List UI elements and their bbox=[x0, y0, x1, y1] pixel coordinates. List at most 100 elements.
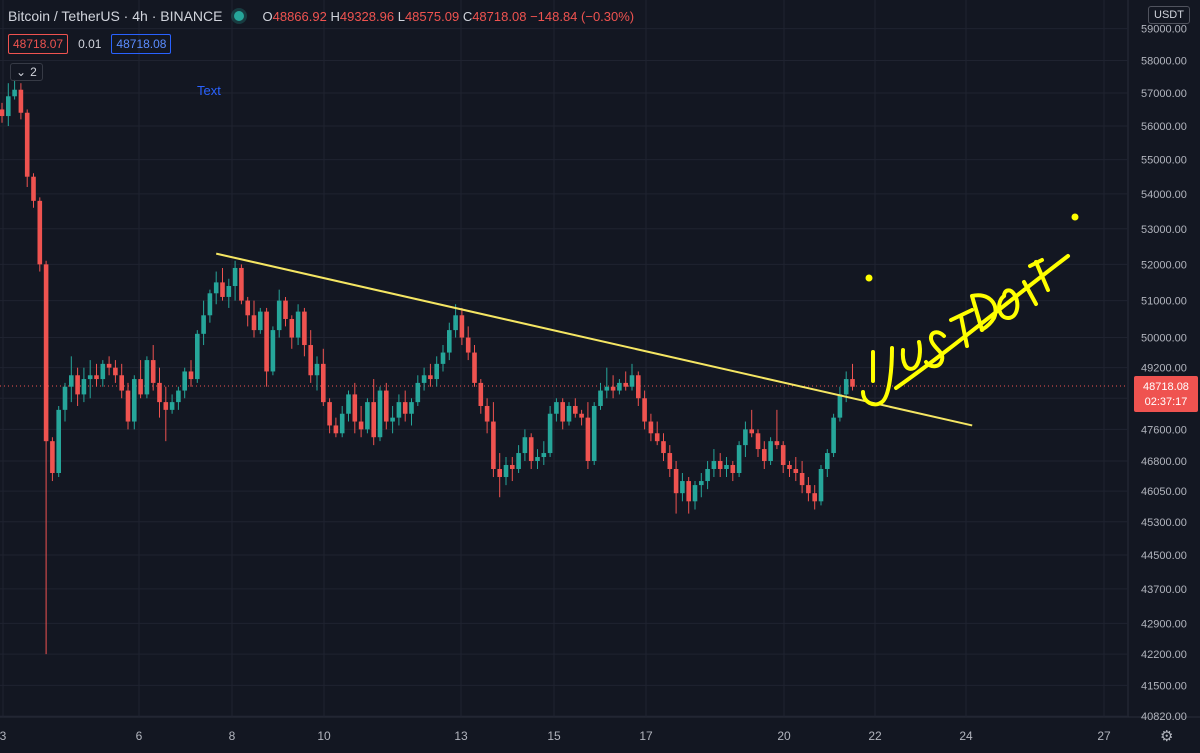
last-price-box bbox=[1134, 376, 1198, 413]
candle-body bbox=[327, 402, 332, 426]
candle-body bbox=[232, 267, 238, 287]
candle-body bbox=[365, 402, 370, 430]
candle-body bbox=[409, 402, 414, 414]
candle-body bbox=[812, 493, 817, 502]
text-annotation[interactable]: Text bbox=[197, 83, 221, 98]
gear-icon[interactable]: ⚙ bbox=[1160, 728, 1174, 745]
candle-body bbox=[346, 394, 351, 414]
candle-body bbox=[510, 464, 515, 469]
candle-body bbox=[806, 485, 811, 494]
candle-body bbox=[390, 417, 395, 422]
y-tick-label: 49200.00 bbox=[1141, 363, 1187, 375]
candle-body bbox=[560, 402, 565, 422]
candle-body bbox=[604, 386, 610, 391]
candle-body bbox=[711, 461, 717, 469]
candle-body bbox=[535, 457, 540, 461]
candle-body bbox=[516, 453, 521, 469]
y-tick-label: 46800.00 bbox=[1141, 456, 1187, 468]
candle-body bbox=[528, 437, 534, 461]
candle-body bbox=[591, 405, 597, 461]
candle-body bbox=[673, 468, 679, 494]
candle-body bbox=[573, 405, 578, 414]
y-tick-label: 40820.00 bbox=[1141, 711, 1187, 723]
candle-body bbox=[157, 382, 162, 403]
candle-body bbox=[18, 89, 24, 113]
market-status-icon bbox=[234, 11, 245, 21]
candles bbox=[0, 79, 855, 655]
y-tick-label: 42200.00 bbox=[1141, 649, 1187, 661]
x-tick-label: 20 bbox=[777, 729, 791, 743]
indicator-count: 2 bbox=[30, 65, 37, 79]
candle-body bbox=[245, 300, 250, 316]
candle-body bbox=[402, 402, 408, 414]
candle-body bbox=[636, 375, 641, 399]
candle-body bbox=[12, 89, 17, 97]
y-tick-label: 50000.00 bbox=[1141, 333, 1187, 345]
candle-body bbox=[358, 421, 364, 430]
candle-body bbox=[251, 315, 257, 331]
y-tick-label: 55000.00 bbox=[1141, 155, 1187, 167]
candle-body bbox=[239, 267, 244, 301]
sell-button[interactable]: 48718.07 bbox=[8, 34, 69, 54]
candle-body bbox=[24, 112, 30, 177]
y-tick-label: 51000.00 bbox=[1141, 296, 1187, 308]
candle-body bbox=[585, 417, 591, 461]
candle-body bbox=[371, 402, 376, 438]
buy-button[interactable]: 48718.08 bbox=[111, 34, 172, 54]
y-tick-label: 54000.00 bbox=[1141, 189, 1187, 201]
candle-body bbox=[125, 390, 131, 422]
y-tick-label: 42900.00 bbox=[1141, 618, 1187, 630]
candle-body bbox=[825, 453, 830, 469]
y-tick-label: 41500.00 bbox=[1141, 680, 1187, 692]
open-key: O bbox=[262, 8, 273, 24]
candle-body bbox=[100, 363, 106, 380]
candle-body bbox=[617, 382, 622, 391]
candle-body bbox=[648, 421, 654, 434]
x-tick-label: 22 bbox=[868, 729, 882, 743]
candle-body bbox=[459, 315, 465, 338]
handwriting-stroke bbox=[924, 330, 946, 369]
candle-body bbox=[642, 398, 647, 422]
candle-body bbox=[692, 485, 698, 502]
candle-body bbox=[207, 293, 213, 316]
candle-body bbox=[793, 468, 799, 474]
candle-body bbox=[302, 311, 307, 346]
spread-value: 0.01 bbox=[78, 37, 102, 51]
candle-body bbox=[308, 345, 313, 376]
symbol-title[interactable]: Bitcoin / TetherUS · 4h · BINANCE bbox=[8, 8, 223, 24]
candle-body bbox=[780, 445, 786, 465]
candle-body bbox=[503, 464, 509, 478]
bar-countdown-label: 02:37:17 bbox=[1145, 396, 1188, 408]
x-tick-label: 15 bbox=[547, 729, 561, 743]
candle-body bbox=[50, 441, 55, 474]
candle-body bbox=[831, 417, 836, 454]
candle-body bbox=[195, 333, 200, 380]
handwriting-dot bbox=[865, 274, 873, 282]
chevron-down-icon: ⌄ bbox=[16, 65, 27, 79]
candle-body bbox=[541, 453, 547, 458]
handwriting-stroke bbox=[900, 340, 922, 371]
candle-body bbox=[276, 300, 282, 331]
candle-body bbox=[31, 176, 36, 201]
y-tick-label: 44500.00 bbox=[1141, 550, 1187, 562]
currency-button[interactable]: USDT bbox=[1148, 6, 1190, 24]
candle-body bbox=[132, 379, 137, 422]
y-tick-label: 57000.00 bbox=[1141, 88, 1187, 100]
handwriting-dot bbox=[1071, 213, 1079, 221]
candle-body bbox=[119, 375, 124, 391]
candle-body bbox=[270, 330, 276, 372]
candle-body bbox=[352, 394, 358, 422]
candle-body bbox=[654, 433, 660, 442]
indicators-toggle-button[interactable]: ⌄ 2 bbox=[10, 63, 43, 81]
candle-body bbox=[333, 425, 339, 434]
candle-body bbox=[818, 468, 824, 502]
candle-body bbox=[661, 441, 666, 454]
y-tick-label: 45300.00 bbox=[1141, 517, 1187, 529]
y-tick-label: 59000.00 bbox=[1141, 24, 1187, 36]
candle-body bbox=[188, 371, 194, 380]
y-tick-label: 58000.00 bbox=[1141, 56, 1187, 68]
candle-body bbox=[201, 315, 206, 334]
candle-body bbox=[547, 413, 553, 454]
handwriting-stroke bbox=[1022, 280, 1038, 306]
